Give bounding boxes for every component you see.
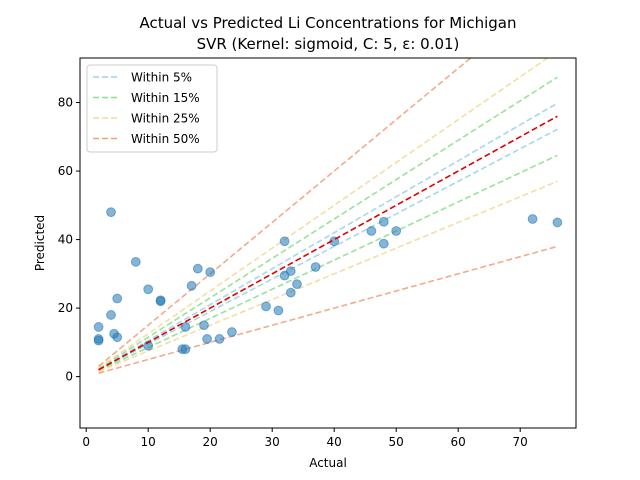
band-line-within-25-upper (98, 58, 549, 369)
x-axis-ticks: 0 10 20 30 40 50 60 70 (82, 428, 528, 449)
x-tick-label: 20 (203, 435, 218, 449)
data-point (155, 295, 166, 306)
data-point (527, 214, 538, 224)
data-point (202, 334, 213, 344)
data-point (552, 217, 563, 228)
plot-frame (79, 57, 577, 429)
chart-title-line1: Actual vs Predicted Li Concentrations fo… (139, 14, 516, 32)
data-point (227, 327, 237, 337)
data-point (366, 226, 377, 236)
data-point (93, 334, 104, 344)
data-point (130, 256, 141, 267)
x-tick-label: 0 (82, 435, 90, 449)
tolerance-bands (98, 58, 558, 374)
data-point (378, 238, 389, 249)
x-tick-label: 10 (141, 435, 156, 449)
data-point (378, 216, 389, 227)
ideal-fit-line (98, 115, 558, 371)
x-tick-label: 70 (513, 435, 528, 449)
data-point (273, 305, 284, 316)
data-point (310, 262, 321, 272)
data-point (261, 301, 271, 312)
data-point (391, 226, 402, 236)
legend-box (86, 64, 218, 153)
y-tick-label: 40 (58, 233, 73, 247)
data-point (106, 310, 116, 320)
data-point (143, 284, 154, 295)
data-point (106, 207, 116, 218)
data-point (285, 287, 296, 298)
band-line-within-15-upper (98, 76, 558, 370)
data-point (292, 279, 302, 290)
band-line-within-50-upper (98, 58, 472, 367)
y-tick-label: 60 (58, 164, 73, 178)
legend-label-within-5: Within 5% (131, 71, 192, 85)
legend-label-within-15: Within 15% (131, 91, 200, 105)
data-point (192, 263, 203, 274)
y-axis-ticks: 0 20 40 60 80 (58, 96, 80, 384)
data-point (199, 320, 209, 331)
data-point (93, 322, 104, 332)
x-tick-label: 40 (327, 435, 342, 449)
x-tick-label: 50 (389, 435, 404, 449)
x-tick-label: 30 (265, 435, 280, 449)
data-point (112, 293, 123, 304)
band-line-within-25-lower (98, 180, 558, 373)
legend-label-within-50: Within 50% (131, 132, 200, 146)
data-point (180, 344, 191, 355)
ideal-line-group (98, 115, 558, 371)
data-point (279, 236, 290, 247)
band-line-within-5-lower (98, 128, 558, 371)
band-line-within-15-lower (98, 154, 558, 372)
band-line-within-5-upper (98, 102, 558, 371)
y-tick-label: 20 (58, 301, 73, 315)
data-point (214, 334, 225, 344)
legend-label-within-25: Within 25% (131, 112, 200, 126)
x-tick-label: 60 (451, 435, 466, 449)
y-axis-label: Predicted (33, 215, 47, 271)
y-tick-label: 0 (65, 370, 73, 384)
chart-title-line2: SVR (Kernel: sigmoid, C: 5, ε: 0.01) (197, 35, 460, 53)
plot-area (93, 58, 563, 374)
y-tick-label: 80 (58, 96, 73, 110)
data-point (285, 266, 296, 276)
band-line-within-50-lower (98, 245, 558, 374)
data-point (112, 332, 123, 343)
data-point (180, 322, 191, 332)
x-axis-label: Actual (309, 456, 347, 470)
data-point (186, 280, 197, 291)
data-point (205, 267, 216, 278)
legend: Within 5% Within 15% Within 25% Within 50% (86, 64, 218, 153)
